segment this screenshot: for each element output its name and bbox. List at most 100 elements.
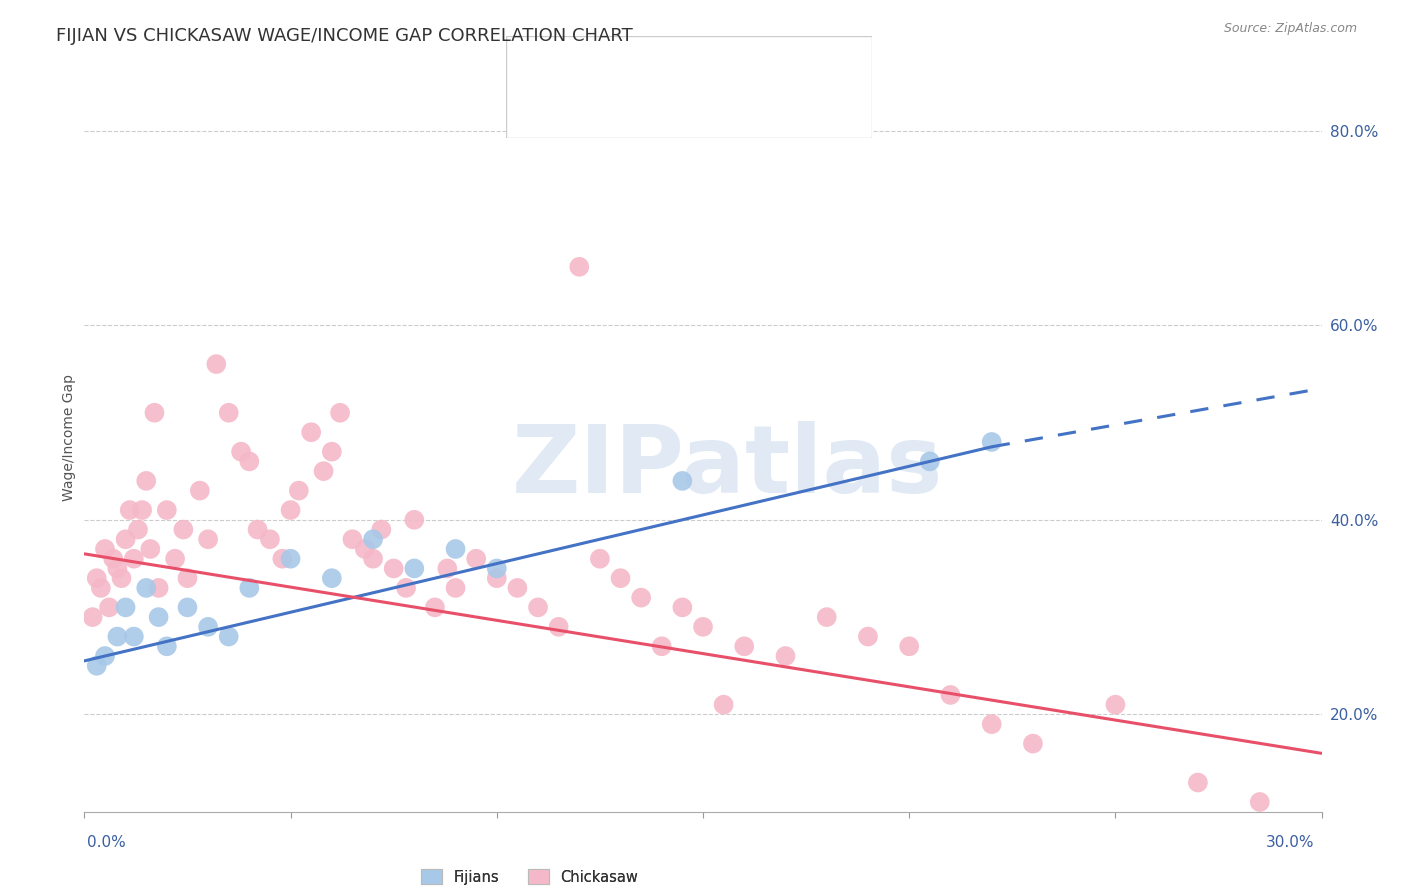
Point xyxy=(299,425,322,440)
Point xyxy=(197,533,219,547)
Text: R = -0.319   N =  69: R = -0.319 N = 69 xyxy=(583,102,751,117)
Point xyxy=(1187,775,1209,789)
Point xyxy=(527,600,550,615)
Point xyxy=(114,600,136,615)
Point xyxy=(90,581,112,595)
Point xyxy=(176,600,198,615)
Point xyxy=(382,561,405,575)
FancyBboxPatch shape xyxy=(520,45,568,82)
Point xyxy=(127,523,149,537)
Point xyxy=(353,541,375,556)
Point xyxy=(630,591,652,605)
Point xyxy=(172,523,194,537)
Point xyxy=(321,444,343,458)
Point xyxy=(238,581,260,595)
Point xyxy=(568,260,591,274)
Point xyxy=(312,464,335,478)
Point xyxy=(423,600,446,615)
Point xyxy=(436,561,458,575)
Point xyxy=(86,571,108,585)
Point xyxy=(143,406,166,420)
Point xyxy=(238,454,260,468)
Point xyxy=(361,551,384,566)
Point xyxy=(713,698,735,712)
Text: 30.0%: 30.0% xyxy=(1267,836,1315,850)
Point xyxy=(342,533,364,547)
Point xyxy=(506,581,529,595)
Point xyxy=(856,630,879,644)
Point xyxy=(135,474,157,488)
Point xyxy=(444,541,467,556)
Point xyxy=(197,620,219,634)
Y-axis label: Wage/Income Gap: Wage/Income Gap xyxy=(62,374,76,500)
Point xyxy=(485,571,508,585)
Point xyxy=(321,571,343,585)
Point xyxy=(118,503,141,517)
FancyBboxPatch shape xyxy=(506,36,872,138)
Text: 0.0%: 0.0% xyxy=(87,836,127,850)
Point xyxy=(280,551,302,566)
Point xyxy=(94,648,117,663)
Point xyxy=(156,503,179,517)
Point xyxy=(671,474,693,488)
Point xyxy=(139,541,162,556)
Point xyxy=(775,648,797,663)
Text: ZIPatlas: ZIPatlas xyxy=(512,421,943,513)
Point xyxy=(370,523,392,537)
Point xyxy=(609,571,631,585)
Point xyxy=(259,533,281,547)
Point xyxy=(980,434,1002,449)
Point xyxy=(135,581,157,595)
Point xyxy=(980,717,1002,731)
Point xyxy=(1022,737,1045,751)
Point xyxy=(280,503,302,517)
Point xyxy=(692,620,714,634)
Point xyxy=(131,503,153,517)
Text: R =  0.609   N =  21: R = 0.609 N = 21 xyxy=(583,56,749,70)
Point xyxy=(148,581,170,595)
Point xyxy=(114,533,136,547)
Point xyxy=(229,444,252,458)
Point xyxy=(82,610,104,624)
Text: FIJIAN VS CHICKASAW WAGE/INCOME GAP CORRELATION CHART: FIJIAN VS CHICKASAW WAGE/INCOME GAP CORR… xyxy=(56,27,633,45)
Point xyxy=(1249,795,1271,809)
Point xyxy=(361,533,384,547)
Point xyxy=(465,551,488,566)
FancyBboxPatch shape xyxy=(520,91,568,128)
Point xyxy=(218,406,240,420)
Point xyxy=(218,630,240,644)
Point xyxy=(105,561,128,575)
Point xyxy=(547,620,569,634)
Point xyxy=(110,571,132,585)
Point xyxy=(329,406,352,420)
Text: Source: ZipAtlas.com: Source: ZipAtlas.com xyxy=(1223,22,1357,36)
Point xyxy=(404,561,426,575)
Point xyxy=(404,513,426,527)
Point xyxy=(671,600,693,615)
Legend: Fijians, Chickasaw: Fijians, Chickasaw xyxy=(416,863,644,890)
Point xyxy=(444,581,467,595)
Point xyxy=(148,610,170,624)
Point xyxy=(165,551,187,566)
Point xyxy=(103,551,125,566)
Point xyxy=(94,541,117,556)
Point xyxy=(815,610,838,624)
Point xyxy=(651,640,673,654)
Point xyxy=(176,571,198,585)
Point xyxy=(589,551,612,566)
Point xyxy=(156,640,179,654)
Point xyxy=(733,640,755,654)
Point xyxy=(395,581,418,595)
Point xyxy=(98,600,121,615)
Point xyxy=(939,688,962,702)
Point xyxy=(205,357,228,371)
Point xyxy=(898,640,921,654)
Point xyxy=(288,483,311,498)
Point xyxy=(485,561,508,575)
Point xyxy=(188,483,211,498)
Point xyxy=(271,551,294,566)
Point xyxy=(918,454,941,468)
Point xyxy=(122,551,145,566)
Point xyxy=(105,630,128,644)
Point xyxy=(1104,698,1126,712)
